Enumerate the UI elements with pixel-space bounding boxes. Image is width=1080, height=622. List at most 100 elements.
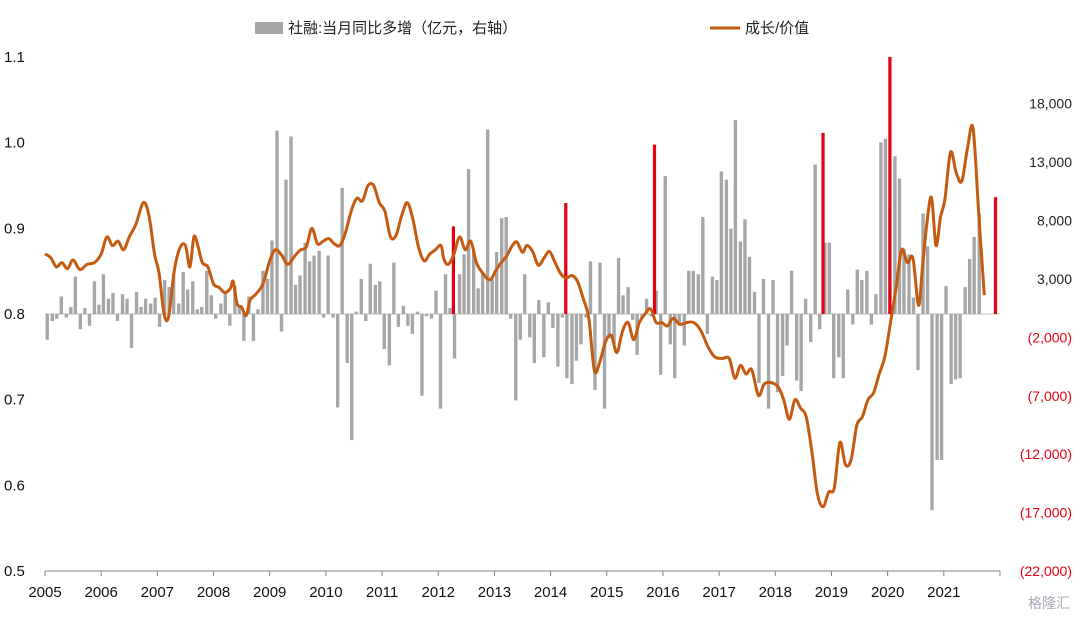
bar [120,294,125,314]
bar [729,228,733,314]
right-tick-label: (7,000) [1028,388,1072,404]
bar [893,156,897,314]
bar [261,270,265,314]
bar [443,274,448,314]
bar [659,314,663,375]
bar [855,269,859,314]
bar [710,276,715,314]
legend-line-label: 成长/价值 [745,20,809,37]
bar [289,136,293,314]
highlight-bar [888,57,892,314]
bar-series [45,120,981,511]
bar [45,314,49,340]
bar [682,314,686,346]
bar [874,294,878,314]
bar [64,314,69,318]
watermark: 格隆汇 [1028,595,1070,611]
right-tick-label: (2,000) [1028,329,1072,345]
bar [392,262,396,314]
bar [59,296,63,314]
bar [331,314,335,318]
bar [382,314,386,350]
bar [832,314,836,379]
bar [542,314,546,358]
x-tick-label: 2013 [478,584,511,601]
bar [115,314,120,322]
bar [209,295,213,314]
bar [195,309,199,314]
bar [396,314,401,327]
bar [691,270,695,314]
bar [719,171,724,314]
bar [354,311,358,314]
bar [143,298,148,314]
bar [860,280,864,314]
right-axis: 18,000 13,000 8,000 3,000 (2,000) (7,000) (12,… [1020,96,1072,579]
bar [83,308,87,314]
bar [771,280,775,314]
bar [963,287,967,314]
right-tick-label: 13,000 [1029,154,1072,170]
left-tick-label: 0.8 [4,306,25,323]
bar [410,314,415,334]
bar [171,275,176,314]
bar [953,314,958,380]
bar [504,217,508,314]
bar [574,314,579,361]
bar [626,287,630,314]
bar [687,270,691,314]
bar [340,187,344,314]
bar [621,295,625,314]
bar [663,176,667,314]
bar [949,314,953,385]
highlight-bar [451,226,456,314]
right-tick-label: (22,000) [1020,563,1072,579]
bar [97,304,101,314]
highlight-bar [564,203,568,314]
bar [752,291,757,314]
x-tick-label: 2007 [141,584,174,601]
bar [813,164,817,314]
bar [434,290,438,314]
bar [673,314,677,379]
bar [429,314,434,319]
bar [205,270,209,314]
bar [298,275,302,314]
bar [851,314,855,325]
bar [916,314,920,371]
bar [406,314,410,326]
bar [551,314,555,329]
bar [162,280,167,314]
bar [87,314,92,326]
left-tick-label: 1.0 [4,135,25,152]
x-tick-label: 2011 [366,584,398,601]
x-tick-label: 2008 [197,584,230,601]
bar [837,314,841,358]
bar [598,262,602,314]
x-tick-label: 2020 [871,584,904,601]
right-tick-label: (17,000) [1020,505,1072,521]
right-tick-label: 3,000 [1037,271,1072,287]
bar [584,314,588,318]
bar [345,314,349,364]
bar [841,314,845,379]
bar [644,298,649,314]
bar [649,314,653,317]
x-tick-label: 2009 [253,584,286,601]
bar [809,314,813,343]
bar [546,302,551,314]
bar [602,314,607,409]
bar [326,255,330,314]
bar [733,120,738,314]
bar [485,129,490,314]
bar [705,314,710,334]
bar [420,314,424,396]
bar [935,314,939,461]
bar [181,271,185,314]
bar [500,218,504,314]
bar [823,242,827,314]
bar [780,314,785,376]
bar [523,274,527,314]
